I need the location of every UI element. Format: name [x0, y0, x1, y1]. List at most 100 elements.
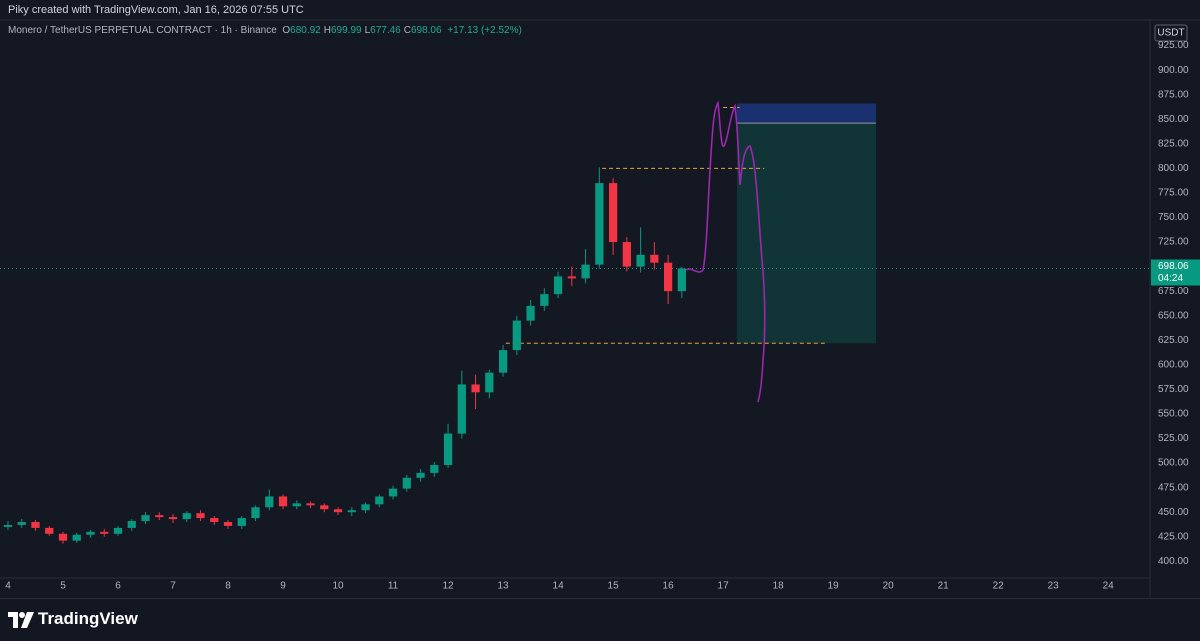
- x-tick-label: 19: [828, 581, 840, 592]
- last-price-box: [1151, 259, 1200, 286]
- y-tick-label: 425.00: [1158, 531, 1189, 542]
- candle-body: [567, 276, 576, 279]
- candle-body: [127, 521, 136, 528]
- ohlc: O680.92 H699.99 L677.46 C698.06: [282, 25, 444, 36]
- candle-body: [210, 518, 219, 523]
- x-tick-label: 22: [993, 581, 1005, 592]
- candle-body: [306, 503, 315, 506]
- candle-body: [113, 527, 123, 534]
- x-tick-label: 10: [332, 581, 344, 592]
- brand: TradingView: [38, 609, 138, 628]
- candle-body: [196, 513, 205, 519]
- y-tick-label: 800.00: [1158, 163, 1189, 174]
- y-tick-label: 875.00: [1158, 89, 1189, 100]
- ohlc-label: O: [282, 25, 291, 36]
- x-tick-label: 23: [1048, 581, 1060, 592]
- candle-body: [553, 276, 563, 295]
- candle-body: [608, 183, 618, 243]
- y-tick-label: 650.00: [1158, 310, 1189, 321]
- y-tick-label: 825.00: [1158, 138, 1189, 149]
- x-tick-label: 17: [718, 581, 730, 592]
- y-tick-label: 625.00: [1158, 335, 1189, 346]
- y-tick-label: 550.00: [1158, 409, 1189, 420]
- x-tick-label: 8: [225, 581, 231, 592]
- candle-body: [650, 254, 659, 263]
- last-price-label: 698.06: [1158, 261, 1189, 272]
- candle-body: [155, 515, 164, 518]
- ohlc-value: 680.92: [290, 25, 321, 36]
- candle-body: [72, 534, 81, 541]
- candle-body: [333, 509, 343, 513]
- candle-body: [265, 496, 274, 508]
- candle-body: [3, 524, 13, 527]
- candle-body: [402, 477, 411, 489]
- y-tick-label: 725.00: [1158, 237, 1189, 248]
- ohlc-value: 677.46: [370, 25, 401, 36]
- x-tick-label: 18: [773, 581, 785, 592]
- ohlc-value: 699.99: [330, 25, 362, 36]
- candle-body: [361, 504, 370, 511]
- ohlc-value: 698.06: [410, 25, 442, 36]
- y-tick-label: 925.00: [1158, 40, 1189, 51]
- candle-body: [498, 350, 508, 373]
- y-tick-label: 775.00: [1158, 188, 1189, 199]
- y-tick-label: 525.00: [1158, 433, 1189, 444]
- candle-body: [471, 384, 480, 393]
- candle-body: [31, 522, 40, 528]
- y-tick-label: 600.00: [1158, 359, 1189, 370]
- candle-body: [292, 503, 301, 507]
- candle-body: [485, 372, 494, 393]
- y-tick-label: 400.00: [1158, 556, 1189, 567]
- x-tick-label: 15: [608, 581, 620, 592]
- candle-body: [45, 527, 54, 534]
- candle-body: [141, 515, 150, 522]
- candle-body: [375, 496, 384, 505]
- candle-body: [168, 517, 178, 520]
- candle-body: [182, 513, 191, 520]
- y-tick-label: 675.00: [1158, 286, 1189, 297]
- plot: [0, 103, 1150, 544]
- candle-body: [17, 522, 26, 525]
- y-tick-label: 450.00: [1158, 507, 1189, 518]
- brand-logo: [8, 612, 34, 628]
- x-tick-label: 21: [938, 581, 950, 592]
- candle-body: [595, 183, 604, 265]
- symbol-readout: Monero / TetherUS PERPETUAL CONTRACT · 1…: [8, 25, 525, 36]
- candle-body: [581, 264, 590, 279]
- candle-body: [457, 384, 466, 434]
- candle-body: [416, 472, 425, 478]
- x-tick-label: 7: [170, 581, 176, 592]
- x-tick-label: 6: [115, 581, 121, 592]
- candle-body: [636, 254, 645, 267]
- x-tick-label: 24: [1103, 581, 1115, 592]
- candle-body: [443, 433, 453, 466]
- candle-body: [223, 522, 233, 526]
- currency-box[interactable]: [1154, 24, 1188, 42]
- x-tick-label: 11: [388, 581, 399, 592]
- candle-body: [526, 305, 535, 321]
- candle-body: [278, 496, 288, 507]
- y-tick-label: 475.00: [1158, 482, 1189, 493]
- footer: TradingView: [0, 598, 1200, 641]
- countdown: 04:24: [1158, 273, 1183, 284]
- credit: Piky created with TradingView.com, Jan 1…: [8, 4, 304, 16]
- candle-body: [58, 533, 68, 541]
- x-tick-label: 20: [883, 581, 895, 592]
- currency[interactable]: USDT: [1157, 28, 1184, 39]
- y-tick-label: 575.00: [1158, 384, 1189, 395]
- candle-body: [237, 518, 246, 526]
- y-tick-label: 750.00: [1158, 212, 1189, 223]
- y-tick-label: 500.00: [1158, 458, 1189, 469]
- candle-body: [622, 242, 631, 267]
- symbol: Monero / TetherUS PERPETUAL CONTRACT · 1…: [8, 25, 277, 36]
- candle-body: [430, 465, 439, 473]
- stop-zone: [736, 103, 877, 124]
- change: +17.13 (+2.52%): [447, 25, 522, 36]
- ohlc-label: H: [323, 25, 331, 36]
- ohlc-label: C: [403, 25, 411, 36]
- x-tick-label: 14: [553, 581, 565, 592]
- candle-body: [347, 510, 356, 513]
- candle-body: [663, 262, 673, 292]
- projection-drawing: [685, 100, 766, 403]
